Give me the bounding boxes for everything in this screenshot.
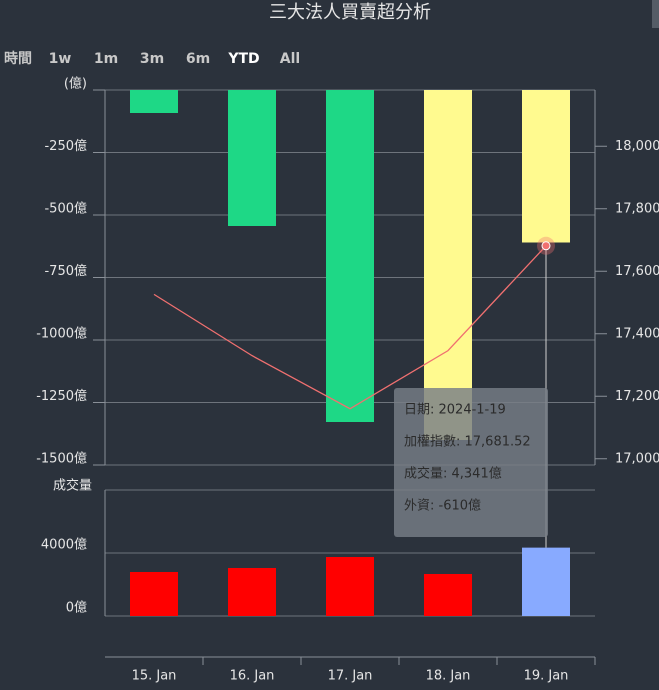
bar [424, 90, 472, 440]
y-tick-label: (億) [64, 76, 87, 92]
volume-bar [424, 573, 472, 616]
range-button[interactable]: 1w [49, 51, 72, 67]
range-button[interactable]: All [280, 51, 300, 67]
y-tick-label: -750億 [44, 263, 87, 279]
y2-tick-label: 17,400 [615, 326, 659, 341]
x-tick-label: 16. Jan [230, 669, 275, 684]
bar [228, 90, 276, 226]
y2-tick-label: 17,200 [615, 389, 659, 404]
volume-bar [228, 567, 276, 616]
x-tick-label: 17. Jan [328, 669, 373, 684]
y-tick-label: -1000億 [36, 326, 87, 342]
range-label: 時間 [4, 50, 32, 67]
y2-tick-label: 18,000 [615, 139, 659, 154]
range-button[interactable]: 3m [140, 51, 164, 67]
hover-marker [541, 241, 551, 251]
tooltip-line: 成交量: 4,341億 [404, 466, 502, 482]
tooltip [394, 388, 548, 537]
volume-bar [326, 557, 374, 616]
y-tick-label: 0億 [66, 600, 87, 616]
tooltip-line: 加權指數: 17,681.52 [404, 435, 531, 450]
x-tick-label: 15. Jan [132, 669, 177, 684]
bar [130, 90, 178, 113]
x-tick-label: 18. Jan [426, 669, 471, 684]
y-tick-label: -500億 [44, 201, 87, 217]
y-tick-label: -250億 [44, 138, 87, 154]
range-button[interactable]: 1m [94, 51, 118, 67]
y2-tick-label: 17,000 [615, 451, 659, 466]
tooltip-line: 日期: 2024-1-19 [404, 403, 506, 418]
volume-bar [130, 571, 178, 616]
volume-label: 成交量 [53, 478, 92, 494]
y-tick-label: -1500億 [36, 451, 87, 467]
y-tick-label: -1250億 [36, 388, 87, 404]
menu-button[interactable] [652, 0, 659, 28]
y2-tick-label: 17,600 [615, 264, 659, 279]
bar [522, 90, 570, 243]
tooltip-line: 外資: -610億 [404, 498, 481, 514]
y-tick-label: 4000億 [41, 537, 87, 553]
x-tick-label: 19. Jan [524, 669, 569, 684]
volume-bar [522, 547, 570, 616]
chart-title: 三大法人買賣超分析 [269, 2, 431, 23]
y2-tick-label: 17,800 [615, 201, 659, 216]
index-line [153, 245, 547, 410]
bar [326, 90, 374, 422]
range-button[interactable]: 6m [186, 51, 210, 67]
range-button[interactable]: YTD [227, 51, 259, 67]
